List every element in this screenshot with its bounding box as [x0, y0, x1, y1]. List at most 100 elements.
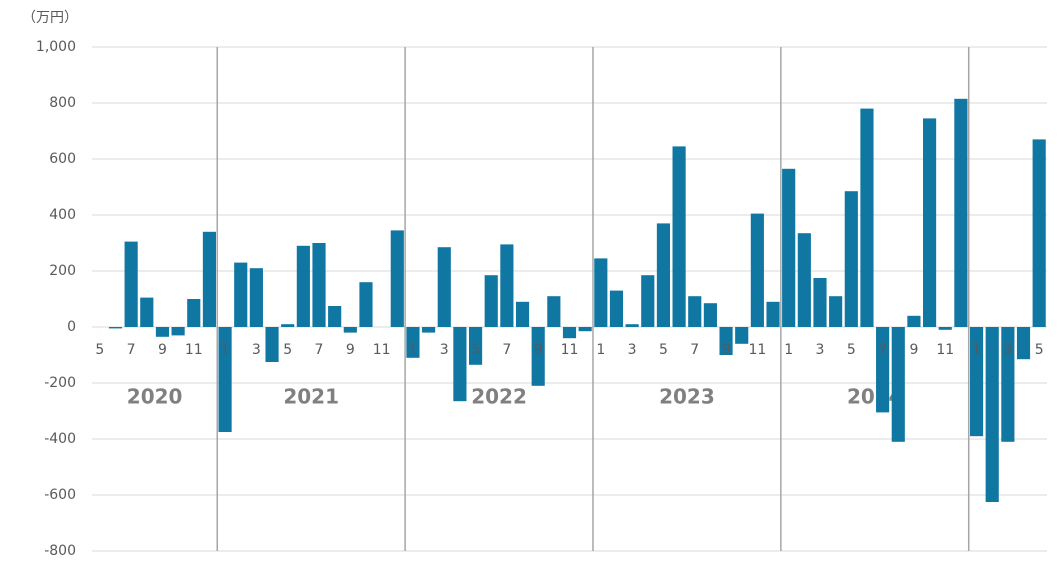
- bar: [202, 231, 216, 327]
- bar: [985, 327, 999, 502]
- bar: [234, 262, 248, 327]
- bar: [1032, 139, 1046, 327]
- bar: [296, 245, 310, 327]
- x-tick-label: 3: [816, 342, 825, 358]
- x-tick-label: 9: [346, 342, 355, 358]
- bar: [500, 244, 514, 327]
- x-tick-label: 5: [1035, 342, 1044, 358]
- x-tick-label: 11: [185, 342, 203, 358]
- bar: [923, 118, 937, 328]
- bar: [609, 290, 624, 327]
- bar: [265, 327, 279, 362]
- bar: [249, 268, 263, 327]
- bar: [218, 327, 232, 432]
- x-tick-label: 1: [596, 342, 605, 358]
- bar: [468, 327, 483, 365]
- bar: [938, 327, 952, 330]
- y-tick-label: 800: [49, 95, 76, 111]
- bar: [187, 299, 201, 327]
- bar: [343, 327, 357, 333]
- year-label: 2023: [659, 385, 715, 409]
- bar: [797, 233, 811, 327]
- x-tick-label: 1: [784, 342, 793, 358]
- y-tick-label: 600: [49, 151, 76, 167]
- x-tick-label: 1: [221, 342, 230, 358]
- x-tick-label: 7: [878, 342, 887, 358]
- bar: [860, 108, 874, 327]
- x-tick-label: 1: [972, 342, 981, 358]
- x-tick-label: 3: [628, 342, 637, 358]
- x-tick-label: 11: [561, 342, 579, 358]
- y-tick-label: -200: [44, 375, 76, 391]
- x-tick-label: 7: [502, 342, 511, 358]
- x-tick-label: 7: [690, 342, 699, 358]
- bar: [969, 327, 984, 437]
- unit-label: （万円）: [22, 10, 78, 26]
- x-tick-label: 5: [659, 342, 668, 358]
- x-tick-label: 3: [252, 342, 261, 358]
- y-tick-label: 200: [49, 263, 76, 279]
- bar: [140, 297, 154, 327]
- bar: [891, 327, 905, 442]
- bar: [813, 278, 827, 327]
- bar: [484, 275, 498, 327]
- x-tick-label: 11: [936, 342, 954, 358]
- bar: [954, 98, 968, 327]
- bar: [437, 247, 451, 327]
- bar: [672, 146, 686, 327]
- x-tick-label: 1: [408, 342, 417, 358]
- x-tick-label: 11: [748, 342, 766, 358]
- y-tick-label: -800: [44, 543, 76, 559]
- bar: [390, 230, 404, 327]
- x-tick-label: 3: [440, 342, 449, 358]
- x-tick-label: 5: [95, 342, 104, 358]
- bar: [1016, 327, 1031, 360]
- bar: [1001, 327, 1015, 442]
- year-label: 2020: [127, 385, 183, 409]
- x-tick-label: 9: [909, 342, 918, 358]
- x-tick-label: 5: [847, 342, 856, 358]
- x-tick-label: 9: [722, 342, 731, 358]
- x-tick-label: 5: [471, 342, 480, 358]
- bar: [641, 275, 655, 327]
- bar: [907, 315, 921, 327]
- bar: [312, 243, 326, 327]
- bar: [108, 327, 123, 329]
- bar: [625, 324, 639, 327]
- bar: [735, 327, 749, 344]
- x-tick-label: 7: [127, 342, 136, 358]
- bar: [531, 327, 545, 386]
- bar: [281, 324, 295, 327]
- x-tick-label: 9: [534, 342, 543, 358]
- bar: [328, 306, 342, 327]
- x-tick-label: 5: [283, 342, 292, 358]
- bar: [594, 258, 608, 327]
- bar: [359, 282, 373, 327]
- bar: [406, 327, 420, 358]
- y-tick-label: -400: [44, 431, 76, 447]
- bar: [782, 168, 796, 327]
- bar: [547, 296, 561, 327]
- bar: [703, 303, 717, 327]
- x-tick-label: 9: [158, 342, 167, 358]
- x-tick-label: 11: [373, 342, 391, 358]
- bar: [515, 301, 530, 327]
- bar: [750, 213, 764, 327]
- bar: [688, 296, 702, 327]
- year-label: 2022: [471, 385, 527, 409]
- bar: [829, 296, 843, 327]
- x-tick-label: 3: [1003, 342, 1012, 358]
- bar: [171, 327, 185, 336]
- bar: [155, 327, 170, 337]
- bar: [766, 301, 780, 327]
- y-tick-label: 0: [67, 319, 76, 335]
- bar: [876, 327, 890, 413]
- bar: [453, 327, 467, 402]
- y-tick-label: 1,000: [36, 39, 76, 55]
- bar: [422, 327, 436, 333]
- bar: [562, 327, 577, 339]
- y-tick-label: 400: [49, 207, 76, 223]
- x-tick-label: 7: [315, 342, 324, 358]
- bar: [719, 327, 733, 355]
